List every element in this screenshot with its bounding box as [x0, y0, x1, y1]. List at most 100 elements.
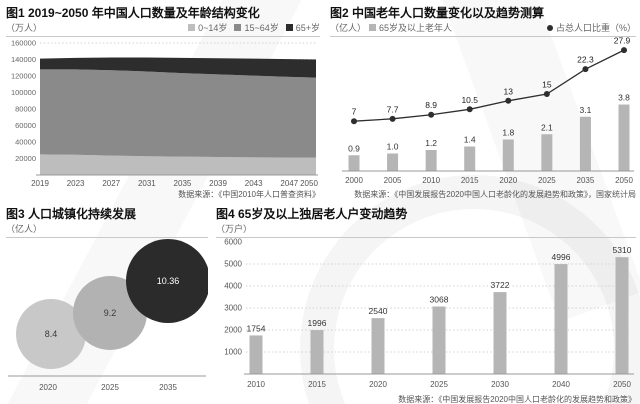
svg-text:60000: 60000 [15, 121, 36, 130]
fig4-title: 图4 65岁及以上独居老人户变动趋势 [216, 207, 408, 221]
legend-swatch-icon [188, 24, 196, 31]
svg-text:6000: 6000 [224, 238, 242, 247]
svg-text:10.5: 10.5 [461, 95, 478, 105]
svg-text:5310: 5310 [613, 245, 632, 255]
fig2-bar-legend: 65岁及以上老年人 [369, 21, 452, 34]
svg-text:2005: 2005 [384, 176, 402, 185]
svg-text:3068: 3068 [430, 295, 449, 305]
svg-text:4996: 4996 [552, 252, 571, 262]
svg-text:5000: 5000 [224, 260, 242, 269]
svg-text:2050: 2050 [300, 179, 318, 188]
legend-swatch-icon [285, 24, 293, 31]
legend-swatch-icon [369, 24, 377, 31]
fig3-panel: 图3 人口城镇化持续发展 （亿人） 8.4 9.2 10.36 2020 2025 203… [6, 206, 208, 402]
svg-text:2050: 2050 [613, 380, 631, 389]
svg-text:1.0: 1.0 [387, 142, 399, 152]
svg-text:2.1: 2.1 [541, 122, 553, 132]
svg-text:1000: 1000 [224, 348, 242, 357]
fig2-meta-row: （亿人） 65岁及以上老年人 占总人口比重（%） [330, 21, 636, 37]
svg-text:2000: 2000 [224, 326, 242, 335]
fig1-unit-label: （万人） [6, 23, 43, 33]
svg-text:13: 13 [504, 86, 514, 96]
svg-text:2035: 2035 [174, 179, 192, 188]
fig4-plot: 6000 5000 4000 3000 2000 1000 1754 2010 1996 2015… [224, 238, 634, 389]
svg-text:160000: 160000 [11, 39, 36, 48]
fig2-line-legend: 占总人口比重（%） [540, 21, 636, 34]
fig2-plot: 0.9 2000 1.0 2005 1.2 2010 1.4 2015 1.8 2020 2.1 20… [342, 37, 634, 185]
fig1-panel: 图1 2019~2050 年中国人口数量及年龄结构变化 （万人） 0~14岁 15… [6, 5, 320, 202]
svg-text:1754: 1754 [247, 323, 266, 333]
fig1-title: 图1 2019~2050 年中国人口数量及年龄结构变化 [6, 6, 260, 20]
svg-text:2035: 2035 [159, 383, 177, 392]
svg-text:2540: 2540 [369, 306, 388, 316]
svg-text:2010: 2010 [247, 380, 265, 389]
svg-text:22.3: 22.3 [577, 55, 594, 65]
fig4-source: 数据来源：《中国发展报告2020中国人口老龄化的发展趋势和政策》 [398, 395, 636, 404]
svg-text:2040: 2040 [552, 380, 570, 389]
svg-text:40000: 40000 [15, 138, 36, 147]
fig2-panel: 图2 中国老年人口数量变化以及趋势测算 （亿人） 65岁及以上老年人 占总人口比… [330, 5, 636, 202]
svg-text:2020: 2020 [39, 383, 57, 392]
svg-text:2020: 2020 [499, 176, 517, 185]
svg-text:2025: 2025 [430, 380, 448, 389]
svg-text:1.2: 1.2 [425, 138, 437, 148]
fig1-legend: 0~14岁 15~64岁 65+岁 [181, 21, 320, 34]
fig4-unit-label: （万户） [216, 224, 253, 234]
svg-text:2015: 2015 [461, 176, 479, 185]
fig2-title: 图2 中国老年人口数量变化以及趋势测算 [330, 6, 545, 20]
svg-text:27.9: 27.9 [614, 37, 631, 46]
svg-text:3.1: 3.1 [580, 105, 592, 115]
legend-swatch-icon [234, 24, 242, 31]
svg-text:3000: 3000 [224, 304, 242, 313]
fig3-unit-label: （亿人） [6, 224, 43, 234]
svg-text:10.36: 10.36 [157, 276, 180, 286]
svg-text:1996: 1996 [308, 318, 327, 328]
svg-text:20000: 20000 [15, 154, 36, 163]
fig2-unit-label: （亿人） [330, 23, 367, 33]
svg-text:2027: 2027 [102, 179, 120, 188]
svg-text:15: 15 [542, 80, 552, 90]
svg-text:2020: 2020 [369, 380, 387, 389]
svg-text:2050: 2050 [615, 176, 633, 185]
svg-text:8.4: 8.4 [45, 329, 58, 339]
svg-text:1.4: 1.4 [464, 135, 476, 145]
fig2-source: 数据来源：《中国发展报告2020中国人口老龄化的发展趋势和政策》，国家统计局 [354, 190, 636, 199]
svg-text:2031: 2031 [138, 179, 156, 188]
fig3-meta-row: （亿人） [6, 222, 208, 238]
svg-text:2035: 2035 [577, 176, 595, 185]
fig1-meta-row: （万人） 0~14岁 15~64岁 65+岁 [6, 21, 320, 37]
fig1-source: 数据来源：《中国2010年人口普查资料》 [178, 190, 320, 199]
svg-text:2047: 2047 [280, 179, 298, 188]
svg-text:2025: 2025 [101, 383, 119, 392]
svg-text:2043: 2043 [245, 179, 263, 188]
svg-text:9.2: 9.2 [104, 308, 117, 318]
fig3-title: 图3 人口城镇化持续发展 [6, 207, 137, 221]
svg-text:2000: 2000 [345, 176, 363, 185]
svg-text:2025: 2025 [538, 176, 556, 185]
svg-text:2019: 2019 [31, 179, 49, 188]
fig4-meta-row: （万户） [216, 222, 636, 238]
legend-item: 0~14岁 [188, 21, 227, 34]
svg-text:80000: 80000 [15, 105, 36, 114]
svg-text:100000: 100000 [11, 88, 36, 97]
svg-text:8.9: 8.9 [425, 100, 437, 110]
svg-text:2023: 2023 [67, 179, 85, 188]
fig1-plot: 160000 140000 120000 100000 80000 60000 40000 2… [11, 39, 318, 189]
svg-text:3722: 3722 [491, 280, 510, 290]
legend-item: 15~64岁 [234, 21, 279, 34]
svg-text:3.8: 3.8 [618, 93, 630, 103]
svg-text:2015: 2015 [308, 380, 326, 389]
svg-text:4000: 4000 [224, 282, 242, 291]
svg-text:1.8: 1.8 [502, 128, 514, 138]
svg-text:2039: 2039 [209, 179, 227, 188]
legend-item: 65+岁 [285, 21, 320, 34]
svg-text:7.7: 7.7 [387, 104, 399, 114]
fig4-panel: 图4 65岁及以上独居老人户变动趋势 （万户） 6000 5000 4000 3000… [216, 206, 636, 404]
legend-dot-icon [546, 24, 553, 31]
svg-text:2030: 2030 [491, 380, 509, 389]
fig3-plot: 8.4 9.2 10.36 2020 2025 2035 [8, 239, 208, 392]
svg-text:0.9: 0.9 [348, 143, 360, 153]
svg-text:140000: 140000 [11, 55, 36, 64]
svg-text:7: 7 [352, 107, 357, 117]
